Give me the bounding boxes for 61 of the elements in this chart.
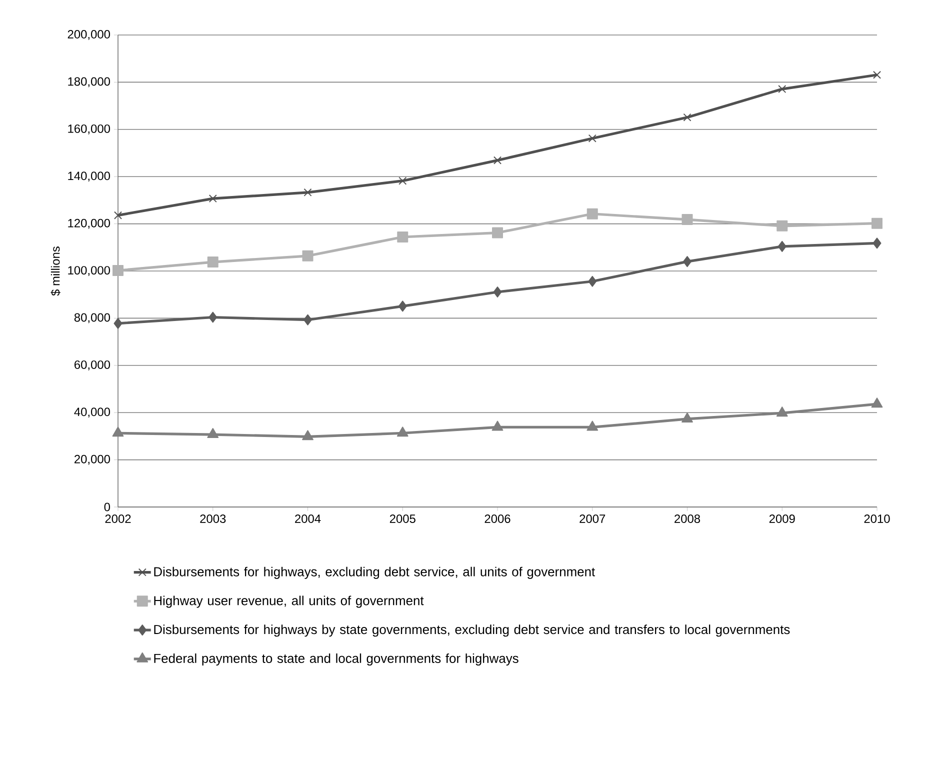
point xyxy=(112,426,124,437)
point xyxy=(302,430,314,440)
legend-label: Disbursements for highways by state governments, excluding debt service and transfers to local governments xyxy=(154,624,790,637)
point xyxy=(207,256,218,268)
y-tick-label: 140,000 xyxy=(68,172,110,182)
point xyxy=(398,176,407,185)
point xyxy=(302,250,314,262)
point xyxy=(208,194,217,203)
point xyxy=(397,232,408,243)
point xyxy=(872,218,883,229)
point xyxy=(493,156,502,164)
y-tick-label: 40,000 xyxy=(74,408,110,418)
x-tick-label: 2003 xyxy=(200,514,226,523)
y-tick-label: 0 xyxy=(104,502,110,512)
x-tick-label: 2004 xyxy=(295,514,321,523)
point xyxy=(682,412,693,422)
point xyxy=(208,312,218,323)
point xyxy=(304,314,312,326)
y-tick-label: 20,000 xyxy=(74,454,110,465)
x-tick-label: 2002 xyxy=(105,514,131,523)
point xyxy=(683,256,692,268)
point xyxy=(114,211,122,220)
x-tick-label: 2010 xyxy=(864,514,890,523)
point xyxy=(114,318,122,329)
x-tick-label: 2005 xyxy=(390,514,416,523)
point xyxy=(586,420,598,431)
point xyxy=(492,420,504,431)
x-tick-label: 2009 xyxy=(769,514,795,523)
x-tick-label: 2008 xyxy=(674,514,700,523)
point xyxy=(207,428,219,438)
y-axis-title: $ millions xyxy=(50,246,60,296)
point xyxy=(112,265,124,276)
y-tick-label: 120,000 xyxy=(68,218,110,229)
point xyxy=(872,238,882,249)
point xyxy=(396,426,408,437)
y-tick-label: 60,000 xyxy=(74,360,110,370)
point xyxy=(588,276,597,287)
point xyxy=(493,286,502,298)
x-tick-label: 2006 xyxy=(484,514,510,523)
point xyxy=(586,208,598,220)
legend-label: Federal payments to state and local governments for highways xyxy=(154,653,518,666)
y-tick-label: 180,000 xyxy=(68,77,110,88)
y-tick-label: 100,000 xyxy=(68,266,110,276)
y-tick-label: 80,000 xyxy=(74,313,110,324)
x-tick-label: 2007 xyxy=(580,514,606,523)
point xyxy=(776,220,788,232)
point xyxy=(398,300,407,312)
point xyxy=(871,398,883,408)
point xyxy=(683,113,692,122)
point xyxy=(776,406,788,417)
point xyxy=(778,240,786,252)
point xyxy=(778,85,786,94)
point xyxy=(304,188,312,196)
point xyxy=(872,70,882,79)
legend-label: Disbursements for highways, excluding debt service, all units of government xyxy=(154,566,595,579)
legend-label: Highway user revenue, all units of government xyxy=(154,596,424,608)
y-tick-label: 200,000 xyxy=(68,30,110,40)
y-tick-label: 160,000 xyxy=(68,124,110,134)
point xyxy=(588,134,596,142)
point xyxy=(682,214,693,226)
point xyxy=(492,227,504,238)
